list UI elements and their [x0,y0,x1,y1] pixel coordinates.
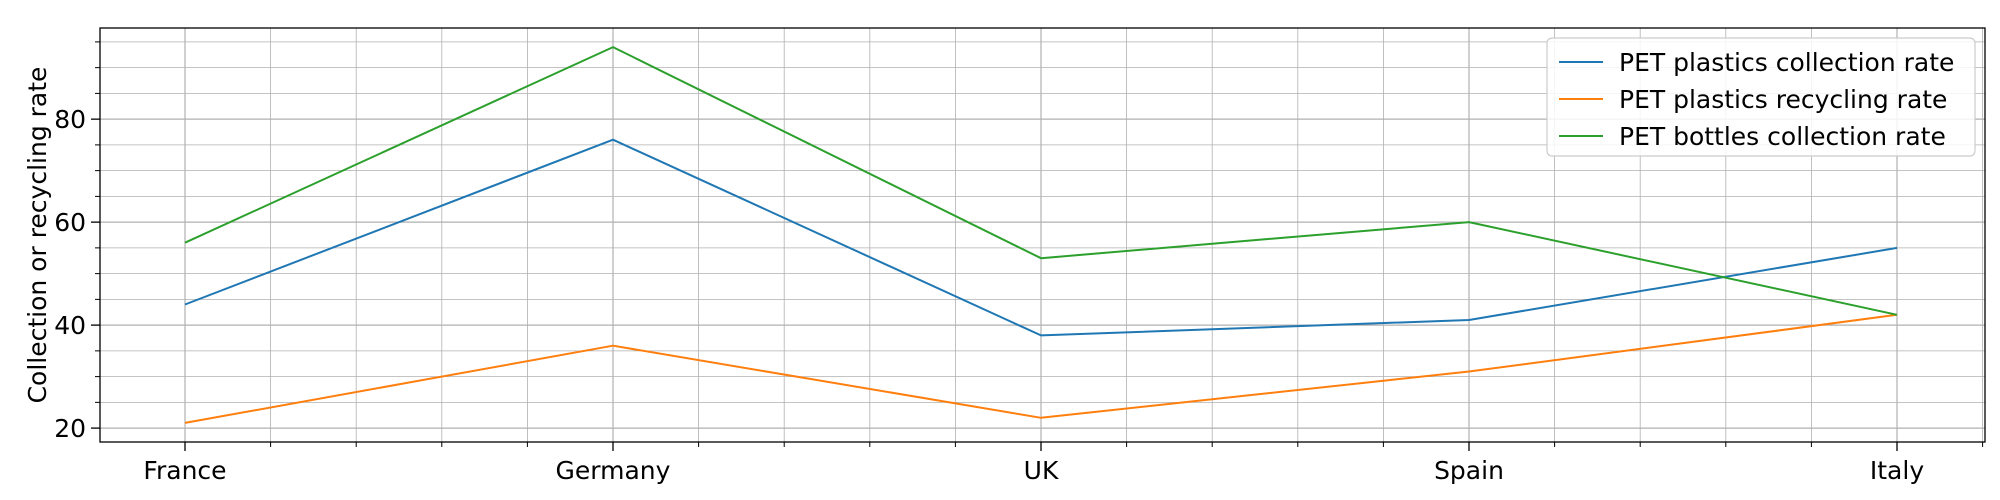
y-axis-label: Collection or recycling rate [23,67,52,404]
series-line-3 [184,46,1898,316]
legend-label: PET plastics collection rate [1619,48,1954,77]
axis-ticks [91,41,1984,451]
series-line-1 [184,138,1898,337]
legend: PET plastics collection rate PET plastics… [1546,37,1976,157]
y-tick-label: 60 [54,208,86,237]
legend-label: PET plastics recycling rate [1619,85,1947,114]
x-tick-label: Germany [556,456,671,485]
series-line-2 [184,313,1898,424]
y-tick-labels: 20 40 60 80 [54,105,86,443]
series-lines [184,46,1898,424]
y-tick-label: 80 [54,105,86,134]
x-tick-label: France [143,456,226,485]
x-tick-labels: France Germany UK Spain Italy [143,456,1924,485]
y-tick-label: 20 [54,414,86,443]
legend-label: PET bottles collection rate [1619,122,1946,151]
plot-frame [99,27,1986,443]
legend-frame [1546,37,1976,157]
x-tick-label: Italy [1870,456,1924,485]
x-tick-label: UK [1024,456,1059,485]
y-tick-label: 40 [54,311,86,340]
x-tick-label: Spain [1434,456,1504,485]
